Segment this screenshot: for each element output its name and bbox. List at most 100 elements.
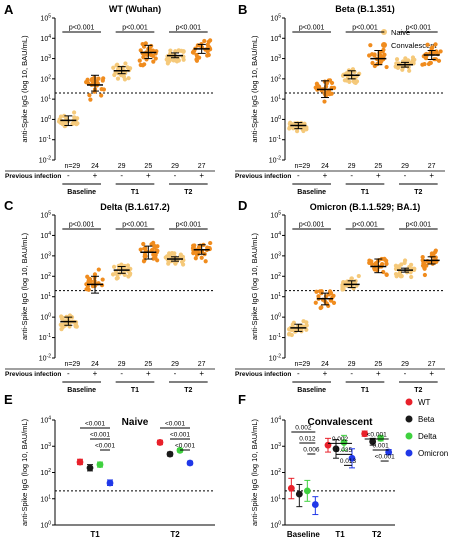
data-point bbox=[409, 274, 414, 280]
series-point-beta bbox=[166, 450, 174, 458]
group-label: T1 bbox=[361, 189, 369, 196]
data-point bbox=[329, 91, 334, 96]
panel-b: B Beta (B.1.351) 10-2 10-1 100 101 102 103 104 10… bbox=[235, 2, 445, 196]
data-point bbox=[420, 258, 425, 263]
data-point bbox=[111, 65, 116, 70]
p-value-label: p<0.001 bbox=[299, 222, 325, 229]
group-label: T1 bbox=[131, 189, 139, 196]
legend-delta-label: Delta bbox=[418, 432, 437, 441]
data-point bbox=[150, 247, 155, 253]
y-axis-label: anti-Spike IgG (log 10, BAU/mL) bbox=[250, 232, 259, 340]
panel-letter: D bbox=[238, 198, 247, 213]
data-point bbox=[372, 53, 377, 58]
data-point bbox=[62, 322, 67, 327]
panel-title: Naive bbox=[122, 417, 149, 428]
data-point bbox=[410, 55, 416, 60]
data-point bbox=[407, 68, 412, 73]
y-tick-label: 103 bbox=[270, 251, 281, 260]
data-point bbox=[84, 282, 89, 287]
y-tick-label: 100 bbox=[270, 313, 281, 322]
sample-size-label: n=29 bbox=[294, 163, 310, 170]
data-point bbox=[331, 85, 337, 90]
data-point bbox=[381, 54, 386, 59]
y-tick-label: 105 bbox=[40, 14, 51, 23]
y-tick-label: 103 bbox=[40, 251, 51, 260]
data-point bbox=[123, 61, 128, 66]
data-point bbox=[85, 80, 91, 86]
y-tick-label: 10-1 bbox=[39, 135, 51, 144]
infection-sign: - bbox=[404, 369, 407, 378]
group-label: Baseline bbox=[67, 189, 96, 196]
data-point bbox=[138, 48, 143, 53]
data-point bbox=[101, 87, 107, 92]
group-label: T2 bbox=[414, 387, 422, 394]
data-point bbox=[304, 320, 309, 325]
y-tick-label: 104 bbox=[40, 416, 51, 425]
data-point bbox=[304, 327, 309, 332]
y-tick-label: 104 bbox=[40, 231, 51, 240]
data-point bbox=[143, 41, 148, 46]
p-value-label: 0.001 bbox=[373, 443, 390, 450]
panel-e: E Naive 100 101 102 103 104 anti-Spike IgG (log… bbox=[4, 392, 215, 539]
p-value-label: p<0.001 bbox=[122, 25, 148, 32]
infection-sign: - bbox=[404, 171, 407, 180]
series-point-omicron bbox=[311, 501, 319, 508]
data-point bbox=[425, 42, 430, 47]
data-point bbox=[96, 267, 101, 272]
data-point bbox=[191, 50, 196, 55]
previous-infection-label: Previous infection bbox=[5, 173, 61, 180]
data-point bbox=[101, 76, 106, 81]
data-point bbox=[400, 67, 405, 72]
data-point bbox=[92, 272, 98, 277]
p-value-label: p<0.001 bbox=[352, 25, 378, 32]
data-point bbox=[151, 59, 156, 64]
y-tick-label: 100 bbox=[270, 521, 281, 530]
sample-size-label: 29 bbox=[348, 361, 356, 368]
p-value-label: 0.035 bbox=[336, 447, 353, 454]
p-value-label: p<0.001 bbox=[176, 222, 202, 229]
data-point bbox=[316, 294, 321, 299]
data-point bbox=[351, 79, 356, 84]
data-point bbox=[367, 53, 372, 58]
x-category-label: T2 bbox=[170, 530, 180, 539]
data-point bbox=[122, 272, 127, 278]
legend-convalescent-label: Convalescent bbox=[391, 41, 437, 50]
y-tick-label: 102 bbox=[270, 468, 281, 477]
data-point bbox=[199, 255, 204, 260]
sample-size-label: 27 bbox=[198, 163, 206, 170]
data-point bbox=[58, 120, 63, 125]
p-value-label: p<0.001 bbox=[406, 25, 432, 32]
series-point-beta bbox=[332, 445, 340, 453]
x-category-label: T1 bbox=[90, 530, 100, 539]
infection-sign: - bbox=[120, 171, 123, 180]
sample-size-label: n=29 bbox=[294, 361, 310, 368]
sample-size-label: 27 bbox=[428, 163, 436, 170]
data-point bbox=[173, 49, 178, 54]
y-tick-label: 102 bbox=[40, 468, 51, 477]
y-axis-label: anti-Spike IgG (log 10, BAU/mL) bbox=[20, 232, 29, 340]
data-point bbox=[206, 39, 211, 44]
panel-letter: E bbox=[4, 392, 13, 407]
y-tick-label: 103 bbox=[40, 54, 51, 63]
data-point bbox=[396, 65, 401, 70]
data-point bbox=[370, 60, 375, 66]
series-point-delta bbox=[303, 487, 311, 495]
group-label: Baseline bbox=[297, 189, 326, 196]
data-point bbox=[192, 243, 197, 248]
p-value-label: p<0.001 bbox=[352, 222, 378, 229]
y-tick-label: 101 bbox=[270, 95, 281, 104]
data-point bbox=[126, 76, 131, 81]
data-point bbox=[141, 241, 146, 247]
infection-sign: + bbox=[199, 171, 204, 180]
legend-beta-label: Beta bbox=[418, 415, 435, 424]
data-point bbox=[381, 269, 386, 275]
panel-letter: C bbox=[4, 198, 14, 213]
data-point bbox=[110, 272, 116, 277]
data-point bbox=[153, 56, 158, 61]
y-tick-label: 10-2 bbox=[39, 156, 51, 165]
series-point-delta bbox=[96, 461, 104, 468]
data-point bbox=[331, 293, 336, 298]
infection-sign: + bbox=[323, 369, 328, 378]
data-point bbox=[327, 289, 333, 294]
data-point bbox=[384, 261, 389, 266]
